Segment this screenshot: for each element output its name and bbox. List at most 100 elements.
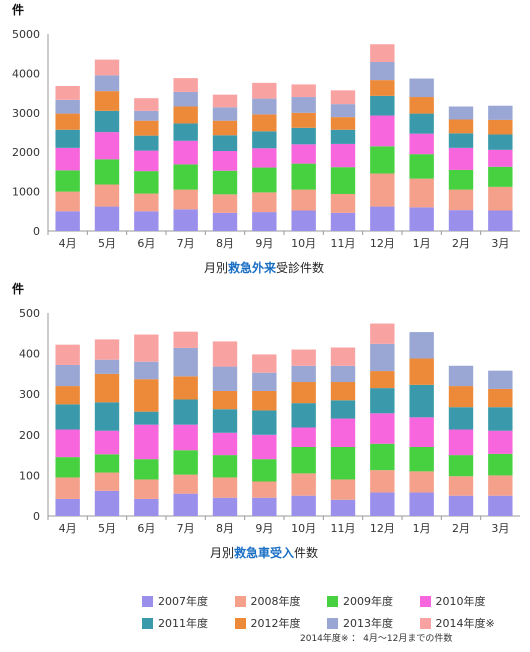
chart1-y-tick-2000: 2000	[12, 146, 40, 159]
chart1-bar-10-2012	[409, 97, 434, 114]
chart2-bar-3-2014	[134, 334, 159, 362]
chart2-bar-7-2012	[291, 382, 316, 404]
chart2-bar-1-2013	[55, 364, 80, 387]
chart2-x-tick-6: 9月	[255, 522, 273, 535]
chart2-bar-6-2010	[252, 434, 277, 460]
chart1-bar-1-2010	[55, 147, 80, 171]
chart1-bar-5-2010	[212, 151, 238, 171]
chart2-unit-label: 件	[12, 281, 24, 296]
chart2-bar-2-2009	[94, 454, 120, 473]
chart2-bar-1-2012	[55, 386, 80, 405]
chart1-bar-7-2009	[291, 163, 316, 190]
chart2-bar-12-2011	[488, 407, 513, 431]
chart2-bar-6-2014	[252, 354, 277, 373]
chart2-x-tick-5: 8月	[216, 522, 234, 535]
chart2-bar-10-2007	[409, 492, 434, 516]
chart2-x-tick-10: 1月	[413, 522, 431, 535]
chart2-bar-10-2012	[409, 358, 434, 385]
legend-item-2013: 2013年度	[327, 615, 420, 631]
chart2-bar-1-2008	[55, 477, 80, 499]
chart2-bar-4-2007	[173, 493, 198, 516]
chart2-bar-11-2009	[448, 455, 474, 477]
chart2-bar-10-2011	[409, 384, 434, 418]
chart1-bar-9-2009	[370, 146, 395, 174]
chart2-y-tick-500: 500	[19, 307, 40, 320]
legend-swatch-2013	[327, 617, 338, 629]
chart1-bar-12-2008	[488, 186, 513, 211]
chart1-bar-7-2010	[291, 144, 316, 164]
chart1-x-tick-10: 1月	[413, 237, 431, 250]
chart1-x-axis-label-part-3: 受診件数	[276, 260, 324, 275]
chart1-bar-4-2009	[173, 164, 198, 190]
chart1-bar-4-2014	[173, 78, 198, 92]
chart2-bar-10-2010	[409, 417, 434, 447]
chart1-bar-7-2012	[291, 112, 316, 128]
chart2-x-tick-4: 7月	[177, 522, 195, 535]
chart1-bar-6-2007	[252, 212, 277, 231]
chart1-x-tick-5: 8月	[216, 237, 234, 250]
legend: 2007年度 2008年度 2009年度 2010年度 2011年度 2012年…	[142, 590, 512, 634]
chart1-bar-6-2013	[252, 98, 277, 115]
chart1-bar-6-2010	[252, 148, 277, 168]
chart1-bar-6-2011	[252, 131, 277, 149]
chart1-y-tick-4000: 4000	[12, 67, 40, 80]
chart2-bar-6-2012	[252, 390, 277, 411]
legend-item-2007: 2007年度	[142, 593, 235, 609]
chart1-bar-10-2013	[409, 78, 434, 98]
chart1-bar-7-2014	[291, 84, 316, 98]
chart1-bar-1-2007	[55, 211, 80, 231]
legend-item-2008: 2008年度	[234, 593, 328, 609]
chart2-bar-3-2013	[134, 361, 159, 380]
chart2-bar-7-2013	[291, 365, 316, 383]
chart1-bar-8-2011	[330, 129, 356, 144]
chart2-bar-6-2007	[252, 497, 277, 516]
chart2-bar-8-2014	[330, 347, 356, 366]
chart1-bar-11-2013	[448, 106, 474, 120]
chart2-x-tick-9: 12月	[370, 522, 395, 535]
chart2-bar-12-2013	[488, 370, 513, 389]
legend-label-2007: 2007年度	[158, 595, 208, 608]
chart2-y-tick-0: 0	[33, 510, 40, 523]
chart1-bar-5-2013	[212, 107, 238, 121]
chart2-bar-4-2009	[173, 450, 198, 475]
legend-item-2011: 2011年度	[142, 615, 235, 631]
chart1-bar-11-2009	[448, 169, 474, 190]
chart2-bar-6-2009	[252, 459, 277, 482]
chart2-bar-9-2009	[370, 443, 395, 471]
chart1-x-tick-3: 6月	[137, 237, 155, 250]
chart1-bar-12-2012	[488, 119, 513, 135]
chart1-bar-1-2012	[55, 113, 80, 130]
chart1-bar-11-2012	[448, 119, 474, 134]
chart2-bar-1-2009	[55, 457, 80, 478]
chart1-bar-6-2014	[252, 82, 277, 99]
chart1-bar-9-2007	[370, 206, 395, 231]
chart2-bar-7-2008	[291, 473, 316, 496]
chart2-x-axis-label-part-2: 救急車受入	[234, 545, 294, 560]
chart2-bar-11-2007	[448, 495, 474, 516]
chart2-bar-3-2012	[134, 379, 159, 412]
chart2-bar-5-2010	[212, 432, 238, 456]
chart1-bar-1-2013	[55, 99, 80, 114]
chart2-bar-11-2013	[448, 365, 474, 387]
chart1-bar-11-2010	[448, 147, 474, 170]
chart1-bar-9-2013	[370, 61, 395, 81]
chart2-bar-12-2012	[488, 388, 513, 408]
chart2-bar-11-2010	[448, 429, 474, 456]
chart2-bar-3-2011	[134, 411, 159, 425]
chart2-bar-4-2013	[173, 347, 198, 377]
footnote: 2014年度※ ： 4月～12月までの件数	[300, 634, 453, 644]
chart2-bar-5-2011	[212, 409, 238, 433]
chart1-bar-12-2011	[488, 134, 513, 150]
chart1-bar-8-2008	[330, 193, 356, 213]
chart1-bar-4-2013	[173, 91, 198, 107]
chart1-bar-6-2008	[252, 192, 277, 213]
chart2-bar-6-2008	[252, 481, 277, 498]
chart1-bar-3-2008	[134, 193, 159, 212]
chart2-bar-9-2014	[370, 323, 395, 344]
legend-item-2010: 2010年度	[419, 593, 513, 609]
chart1-bar-6-2009	[252, 167, 277, 193]
chart1-bar-5-2007	[212, 212, 238, 231]
chart2-bar-9-2013	[370, 343, 395, 372]
chart1-bar-2-2011	[94, 110, 120, 133]
chart2-bar-9-2008	[370, 470, 395, 493]
